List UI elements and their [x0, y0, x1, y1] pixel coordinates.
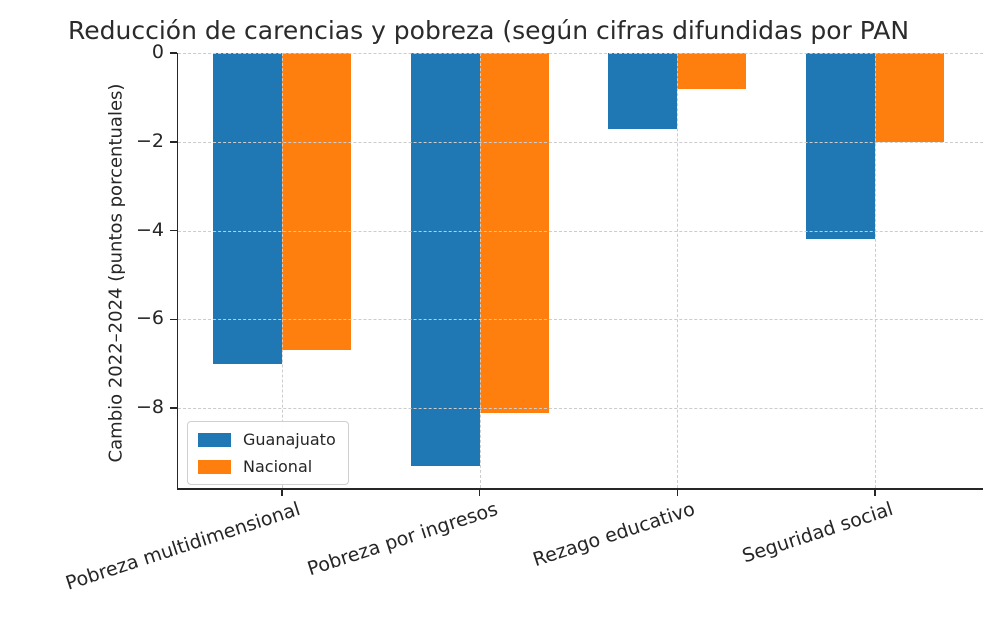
- legend-swatch-nacional: [198, 459, 231, 474]
- y-tick-0: [170, 52, 177, 54]
- plot-area: [178, 53, 983, 488]
- gridline-x-4: [875, 53, 876, 488]
- y-tick--2: [170, 141, 177, 143]
- bar-guanajuato-2: [410, 53, 480, 466]
- bar-nacional-4: [875, 53, 944, 142]
- y-tick-label: −6: [135, 307, 164, 330]
- gridline-x-2: [479, 53, 481, 488]
- y-tick-label: −4: [135, 218, 164, 241]
- gridline-y--6: [178, 319, 983, 321]
- gridline-y--4: [178, 230, 983, 232]
- x-tick-2: [478, 489, 481, 496]
- legend: Guanajuato Nacional: [187, 421, 349, 485]
- x-tick-label: Pobreza multidimensional: [62, 498, 303, 595]
- legend-label: Guanajuato: [243, 430, 336, 449]
- y-axis-spine: [176, 53, 178, 490]
- x-tick-1: [281, 489, 283, 496]
- x-tick-4: [874, 489, 876, 496]
- y-tick-label: −8: [135, 396, 164, 419]
- bar-nacional-3: [677, 53, 747, 89]
- chart-title: Reducción de carencias y pobreza (según …: [68, 16, 910, 45]
- y-tick--4: [170, 229, 177, 232]
- x-tick-3: [676, 489, 679, 496]
- bar-guanajuato-3: [608, 53, 678, 129]
- y-tick--8: [170, 407, 177, 409]
- gridline-y-0: [178, 53, 983, 54]
- bar-nacional-1: [282, 53, 351, 351]
- bar-guanajuato-1: [213, 53, 282, 364]
- x-tick-label: Pobreza por ingresos: [304, 498, 501, 581]
- bar-nacional-2: [479, 53, 549, 413]
- x-axis-spine: [176, 488, 983, 490]
- x-tick-label: Seguridad social: [739, 498, 896, 568]
- y-tick--6: [170, 318, 177, 321]
- gridline-y--8: [178, 408, 983, 410]
- gridline-x-1: [282, 53, 283, 488]
- legend-swatch-guanajuato: [198, 432, 231, 447]
- legend-item-guanajuato: Guanajuato: [198, 430, 338, 449]
- gridline-y--2: [178, 141, 983, 143]
- y-tick-label: −2: [135, 129, 164, 152]
- legend-label: Nacional: [243, 457, 313, 476]
- bar-guanajuato-4: [806, 53, 875, 240]
- legend-item-nacional: Nacional: [198, 457, 338, 476]
- gridline-x-3: [677, 53, 679, 488]
- y-tick-label: 0: [151, 41, 164, 63]
- x-tick-label: Rezago educativo: [530, 498, 699, 572]
